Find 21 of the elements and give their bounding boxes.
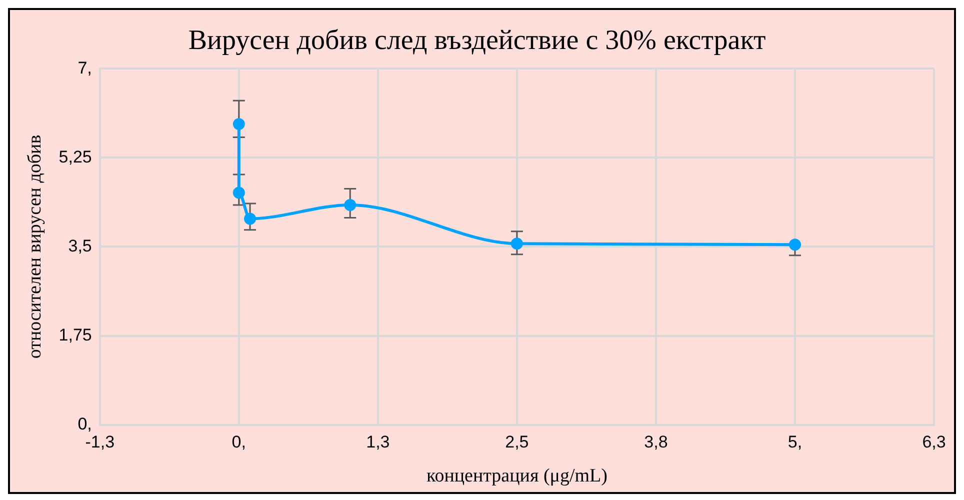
y-tick-label: 0, xyxy=(78,414,92,434)
point xyxy=(510,238,523,250)
point xyxy=(232,186,245,199)
x-tick-label: 5, xyxy=(788,432,802,452)
point xyxy=(344,198,356,211)
y-axis-title: относителен вирусен добив xyxy=(24,134,46,359)
y-tick-label: 1,75 xyxy=(58,325,92,344)
x-tick-label: 1,3 xyxy=(366,432,390,452)
y-tick-label: 5,25 xyxy=(58,147,92,166)
point xyxy=(244,212,256,225)
x-tick-label: -1,3 xyxy=(85,432,115,452)
chart-title: Вирусен добив след въздействие с 30% екстракт xyxy=(188,25,766,56)
x-tick-label: 0, xyxy=(232,432,246,452)
x-axis-title: концентрация (μg/mL) xyxy=(426,466,608,487)
point xyxy=(788,238,801,251)
y-tick-label: 7, xyxy=(78,58,92,78)
y-tick-label: 3,5 xyxy=(68,236,92,256)
x-tick-label: 6,3 xyxy=(922,432,946,452)
x-tick-label: 3,8 xyxy=(644,432,668,452)
x-tick-label: 2,5 xyxy=(505,432,529,452)
point xyxy=(232,118,245,130)
